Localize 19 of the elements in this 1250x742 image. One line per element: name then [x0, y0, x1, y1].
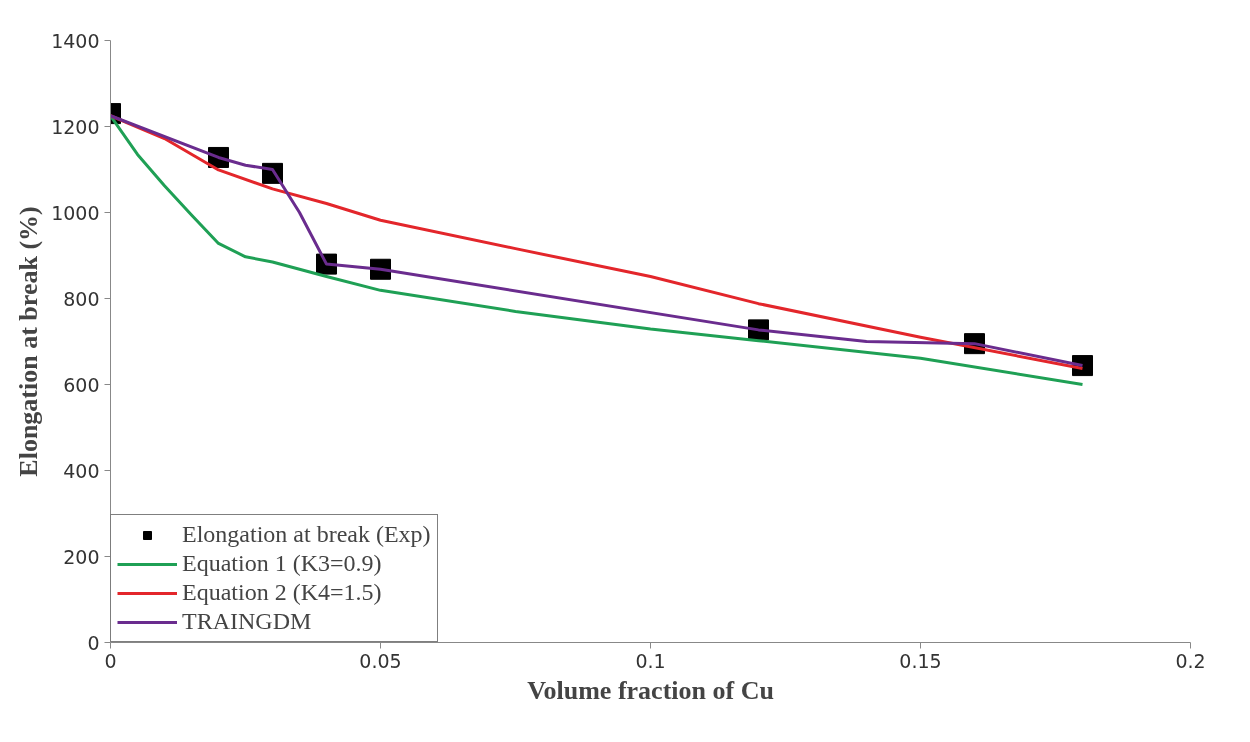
y-tick-label: 400	[63, 459, 100, 482]
y-tick-label: 1400	[51, 29, 100, 52]
x-tick-label: 0.05	[359, 649, 402, 672]
y-tick-label: 800	[63, 287, 100, 310]
x-axis-title: Volume fraction of Cu	[527, 675, 774, 705]
y-tick-label: 0	[87, 631, 100, 654]
y-axis-title: Elongation at break (%)	[14, 206, 44, 477]
legend-label: Elongation at break (Exp)	[182, 521, 431, 548]
legend-label: Equation 1 (K3=0.9)	[182, 550, 382, 577]
x-tick-label: 0.1	[635, 649, 666, 672]
legend-label: TRAINGDM	[182, 608, 312, 635]
legend-label: Equation 2 (K4=1.5)	[182, 579, 382, 606]
x-tick-label: 0.15	[899, 649, 942, 672]
x-tick-label: 0	[104, 649, 117, 672]
x-tick-label: 0.2	[1175, 649, 1206, 672]
y-tick-label: 200	[63, 545, 100, 568]
y-tick-label: 600	[63, 373, 100, 396]
y-tick-label: 1000	[51, 201, 100, 224]
y-tick-label: 1200	[51, 115, 100, 138]
